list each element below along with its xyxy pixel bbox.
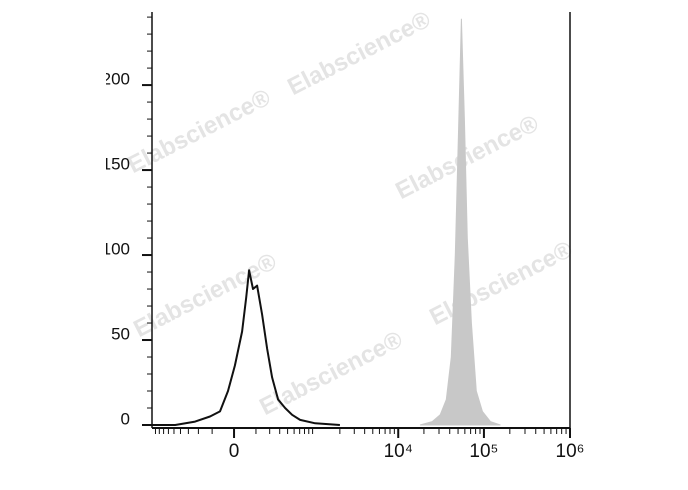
- watermark: Elabscience®: [283, 6, 435, 101]
- histogram-area: [419, 18, 501, 426]
- watermarks: Elabscience® Elabscience® Elabscience® E…: [123, 6, 577, 421]
- x-tick-label: 10⁶: [556, 441, 585, 462]
- histogram-line: [152, 269, 340, 426]
- y-tick-label: 100: [102, 240, 130, 259]
- watermark: Elabscience®: [391, 110, 543, 205]
- x-tick-label: 10⁴: [384, 441, 413, 462]
- watermark: Elabscience®: [255, 326, 407, 421]
- y-tick-label: 150: [102, 155, 130, 174]
- x-tick-label: 10⁵: [469, 441, 498, 462]
- watermark: Elabscience®: [123, 84, 275, 179]
- y-tick-label: 50: [111, 325, 130, 344]
- y-tick-labels: 0 50 100 150 200: [102, 70, 130, 429]
- watermark: Elabscience®: [425, 236, 577, 331]
- plot-area: 0 10⁴ 10⁵ 10⁶: [142, 12, 584, 462]
- y-tick-label: 0: [121, 409, 130, 428]
- x-tick-label: 0: [229, 441, 240, 462]
- y-tick-label: 200: [102, 70, 130, 89]
